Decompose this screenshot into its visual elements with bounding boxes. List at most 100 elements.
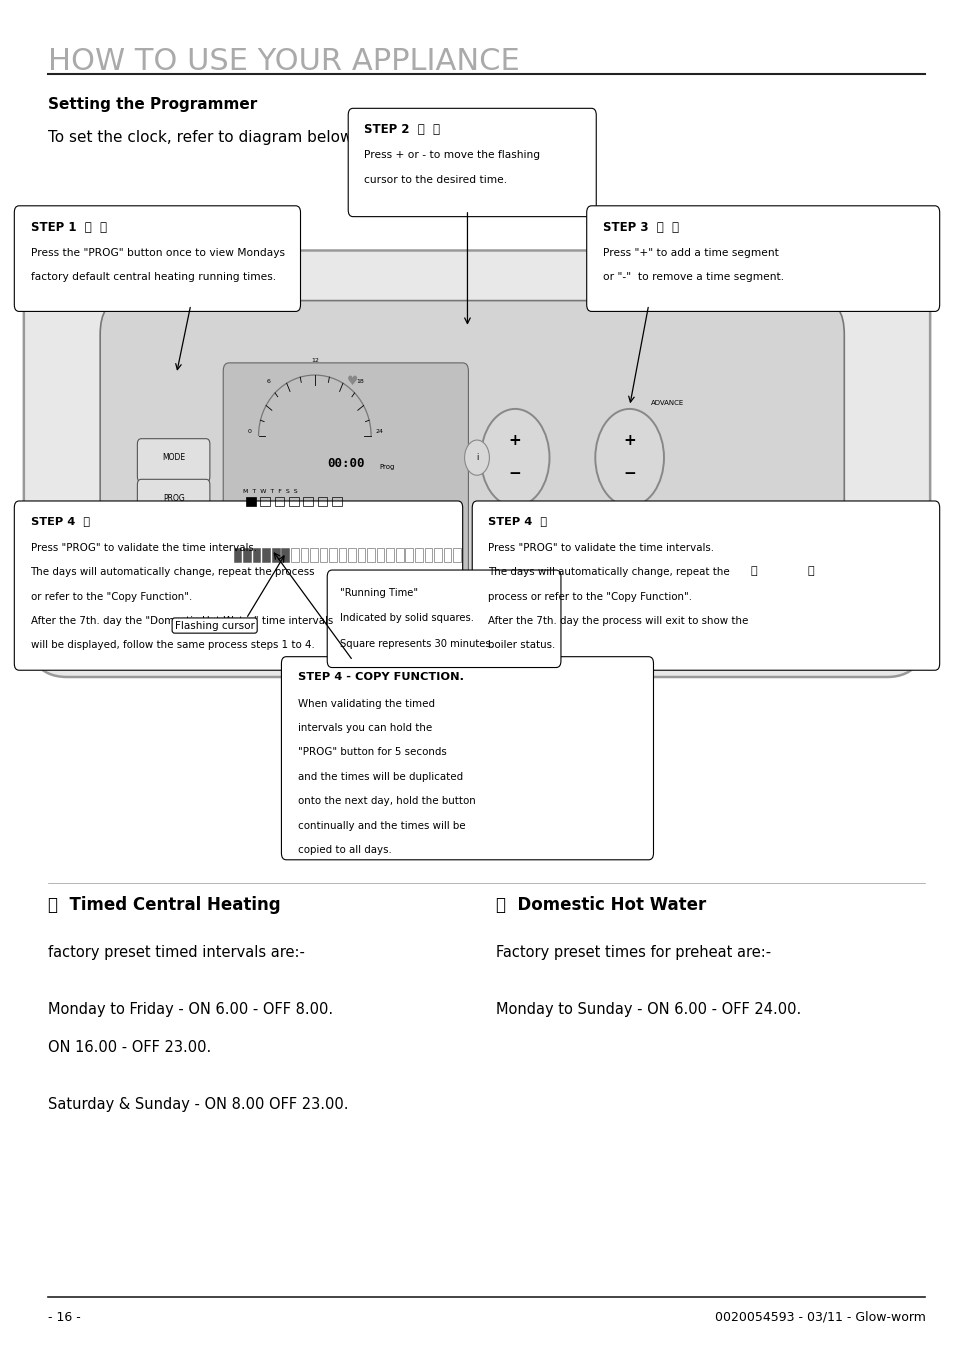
Text: Factory preset times for preheat are:-: Factory preset times for preheat are:-: [496, 945, 770, 960]
Text: STEP 4  ⧧: STEP 4 ⧧: [30, 516, 90, 525]
Text: intervals you can hold the: intervals you can hold the: [297, 723, 432, 733]
Bar: [443, 548, 451, 562]
Text: Square represents 30 minutes.: Square represents 30 minutes.: [339, 639, 493, 649]
Text: factory default central heating running times.: factory default central heating running …: [30, 272, 275, 282]
Text: STEP 2  ⧧  ⛰: STEP 2 ⧧ ⛰: [364, 123, 440, 137]
Text: process or refer to the "Copy Function".: process or refer to the "Copy Function".: [488, 592, 692, 601]
Text: boiler status.: boiler status.: [488, 640, 555, 650]
Bar: [262, 548, 270, 562]
Bar: [243, 548, 251, 562]
Text: −: −: [622, 466, 636, 482]
Bar: [395, 548, 403, 562]
Text: Monday to Friday - ON 6.00 - OFF 8.00.: Monday to Friday - ON 6.00 - OFF 8.00.: [48, 1002, 333, 1017]
Bar: [303, 497, 313, 506]
Text: ⛰  Domestic Hot Water: ⛰ Domestic Hot Water: [496, 896, 705, 914]
Text: MODE: MODE: [162, 454, 185, 462]
FancyBboxPatch shape: [137, 479, 210, 523]
FancyBboxPatch shape: [281, 657, 653, 860]
Text: Saturday & Sunday - ON 8.00 OFF 23.00.: Saturday & Sunday - ON 8.00 OFF 23.00.: [48, 1097, 348, 1112]
Bar: [253, 548, 260, 562]
Text: ⛰: ⛰: [807, 566, 813, 577]
Bar: [376, 548, 384, 562]
Circle shape: [480, 409, 549, 506]
Bar: [415, 548, 422, 562]
Text: The days will automatically change, repeat the process: The days will automatically change, repe…: [30, 567, 314, 577]
Text: ADVANCE: ADVANCE: [651, 401, 683, 406]
Text: "PROG" button for 5 seconds: "PROG" button for 5 seconds: [297, 747, 446, 757]
FancyBboxPatch shape: [472, 501, 939, 670]
Bar: [291, 548, 298, 562]
Text: Press "+" to add a time segment: Press "+" to add a time segment: [602, 248, 778, 257]
FancyBboxPatch shape: [100, 301, 843, 632]
Text: Press "PROG" to validate the time intervals.: Press "PROG" to validate the time interv…: [30, 543, 256, 552]
Text: ⧧: ⧧: [750, 566, 756, 577]
Text: Prog: Prog: [379, 464, 395, 470]
Bar: [310, 548, 317, 562]
Text: After the 7th. day the process will exit to show the: After the 7th. day the process will exit…: [488, 616, 748, 626]
Text: STEP 4 - COPY FUNCTION.: STEP 4 - COPY FUNCTION.: [297, 672, 463, 681]
FancyBboxPatch shape: [14, 206, 300, 311]
Text: The days will automatically change, repeat the: The days will automatically change, repe…: [488, 567, 729, 577]
Bar: [329, 548, 336, 562]
Bar: [274, 497, 284, 506]
Bar: [338, 548, 346, 562]
FancyBboxPatch shape: [24, 250, 929, 677]
Text: STEP 1  ⧧  ⛰: STEP 1 ⧧ ⛰: [30, 221, 107, 234]
Text: STEP 4  ⛰: STEP 4 ⛰: [488, 516, 547, 525]
Bar: [246, 497, 255, 506]
Bar: [233, 548, 241, 562]
Text: 18: 18: [356, 379, 364, 383]
Bar: [348, 548, 355, 562]
Text: Press the "PROG" button once to view Mondays: Press the "PROG" button once to view Mon…: [30, 248, 284, 257]
Text: ♥: ♥: [347, 375, 358, 389]
Text: +: +: [622, 432, 636, 448]
Text: 0020054593 - 03/11 - Glow-worm: 0020054593 - 03/11 - Glow-worm: [714, 1311, 924, 1324]
Bar: [332, 497, 341, 506]
Bar: [367, 548, 375, 562]
Circle shape: [595, 409, 663, 506]
Text: 24: 24: [375, 429, 383, 435]
Text: 00:00: 00:00: [327, 456, 365, 470]
Bar: [260, 497, 270, 506]
Text: "Running Time": "Running Time": [339, 588, 417, 597]
Text: - 16 -: - 16 -: [48, 1311, 80, 1324]
FancyBboxPatch shape: [348, 108, 596, 217]
Bar: [424, 548, 432, 562]
Bar: [300, 548, 308, 562]
Text: Monday to Sunday - ON 6.00 - OFF 24.00.: Monday to Sunday - ON 6.00 - OFF 24.00.: [496, 1002, 801, 1017]
FancyBboxPatch shape: [137, 439, 210, 482]
Text: or "-"  to remove a time segment.: or "-" to remove a time segment.: [602, 272, 783, 282]
Text: Indicated by solid squares.: Indicated by solid squares.: [339, 613, 473, 623]
Text: Setting the Programmer: Setting the Programmer: [48, 97, 256, 112]
Text: continually and the times will be: continually and the times will be: [297, 821, 465, 830]
Text: PROG: PROG: [163, 494, 184, 502]
Text: When validating the timed: When validating the timed: [297, 699, 435, 708]
Text: To set the clock, refer to diagram below.: To set the clock, refer to diagram below…: [48, 130, 355, 145]
Bar: [281, 548, 289, 562]
Text: STEP 3  ⧧  ⛰: STEP 3 ⧧ ⛰: [602, 221, 679, 234]
Bar: [317, 497, 327, 506]
FancyBboxPatch shape: [586, 206, 939, 311]
Text: −: −: [508, 466, 521, 482]
FancyBboxPatch shape: [223, 363, 468, 580]
Text: 0: 0: [248, 429, 252, 435]
Text: and the times will be duplicated: and the times will be duplicated: [297, 772, 462, 781]
FancyBboxPatch shape: [327, 570, 560, 668]
Text: Press + or - to move the flashing: Press + or - to move the flashing: [364, 150, 540, 160]
Bar: [272, 548, 279, 562]
Text: factory preset timed intervals are:-: factory preset timed intervals are:-: [48, 945, 304, 960]
Bar: [453, 548, 460, 562]
Text: ⧧  Timed Central Heating: ⧧ Timed Central Heating: [48, 896, 280, 914]
Text: cursor to the desired time.: cursor to the desired time.: [364, 175, 507, 184]
Bar: [434, 548, 441, 562]
Text: i: i: [476, 454, 477, 462]
Text: After the 7th. day the "Domestic Hot Water" time intervals: After the 7th. day the "Domestic Hot Wat…: [30, 616, 333, 626]
Circle shape: [464, 440, 489, 475]
Text: M  T  W  T  F  S  S: M T W T F S S: [243, 489, 297, 494]
Text: HOW TO USE YOUR APPLIANCE: HOW TO USE YOUR APPLIANCE: [48, 47, 518, 76]
Bar: [386, 548, 394, 562]
Text: Flashing cursor: Flashing cursor: [174, 620, 254, 631]
Text: copied to all days.: copied to all days.: [297, 845, 391, 854]
Bar: [357, 548, 365, 562]
Text: 6: 6: [267, 379, 271, 383]
